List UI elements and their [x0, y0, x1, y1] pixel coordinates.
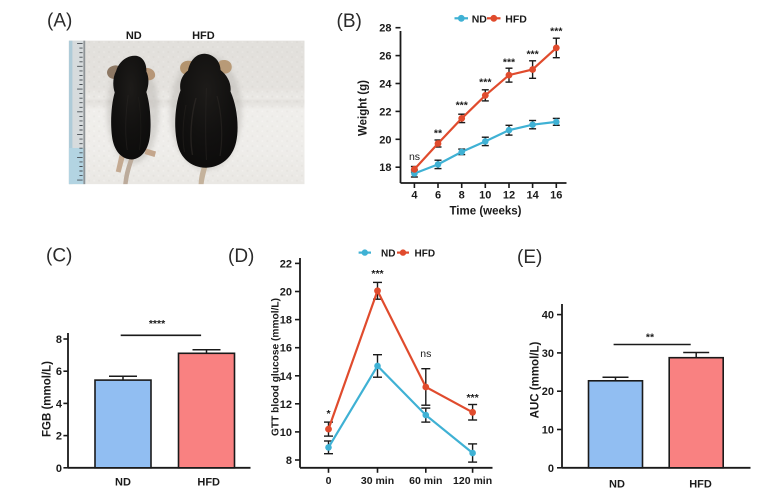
svg-text:26: 26 [379, 51, 391, 63]
svg-text:***: *** [371, 268, 384, 280]
svg-text:6: 6 [56, 366, 62, 378]
svg-text:GTT blood glucose (mmol/L): GTT blood glucose (mmol/L) [271, 298, 282, 436]
svg-text:30: 30 [542, 348, 554, 360]
svg-text:8: 8 [56, 334, 62, 346]
svg-text:**: ** [646, 332, 655, 344]
svg-text:ND: ND [472, 14, 488, 26]
svg-text:(B): (B) [337, 11, 362, 32]
svg-text:(E): (E) [517, 247, 542, 268]
svg-text:ND: ND [609, 479, 625, 491]
svg-text:6: 6 [435, 190, 441, 202]
svg-text:120 min: 120 min [453, 475, 492, 487]
svg-text:4: 4 [411, 190, 418, 202]
svg-text:***: *** [479, 77, 492, 89]
svg-text:0: 0 [548, 463, 554, 475]
svg-text:22: 22 [280, 258, 292, 270]
svg-text:***: *** [466, 392, 479, 404]
svg-text:(D): (D) [228, 246, 254, 267]
svg-text:ns: ns [409, 151, 420, 163]
svg-text:***: *** [456, 100, 469, 112]
svg-text:28: 28 [379, 23, 391, 35]
svg-text:18: 18 [379, 162, 391, 174]
svg-text:60 min: 60 min [409, 475, 442, 487]
svg-text:AUC (mmol/L): AUC (mmol/L) [530, 342, 542, 419]
svg-text:Weight (g): Weight (g) [358, 80, 370, 136]
svg-text:HFD: HFD [197, 477, 220, 489]
svg-text:16: 16 [280, 343, 292, 355]
svg-text:20: 20 [379, 134, 391, 146]
svg-text:(C): (C) [46, 246, 72, 267]
svg-text:10: 10 [542, 425, 554, 437]
svg-text:0: 0 [56, 463, 62, 475]
svg-text:22: 22 [379, 106, 391, 118]
svg-text:20: 20 [280, 287, 292, 299]
svg-text:ND: ND [381, 248, 395, 259]
svg-text:8: 8 [286, 455, 292, 467]
svg-text:18: 18 [280, 315, 292, 327]
svg-text:14: 14 [280, 371, 293, 383]
svg-text:*: * [326, 408, 331, 420]
svg-text:8: 8 [459, 190, 465, 202]
svg-text:10: 10 [280, 427, 292, 439]
svg-text:40: 40 [542, 310, 554, 322]
svg-text:24: 24 [379, 79, 392, 91]
svg-text:12: 12 [503, 190, 515, 202]
svg-text:2: 2 [56, 431, 62, 443]
svg-text:30 min: 30 min [361, 475, 394, 487]
svg-text:HFD: HFD [505, 14, 527, 26]
svg-text:ND: ND [115, 477, 131, 489]
svg-text:12: 12 [280, 399, 292, 411]
svg-text:**: ** [434, 128, 443, 140]
svg-text:***: *** [503, 57, 516, 69]
svg-text:(A): (A) [47, 11, 72, 32]
svg-text:ND: ND [126, 30, 142, 42]
svg-text:20: 20 [542, 386, 554, 398]
svg-text:HFD: HFD [415, 248, 436, 259]
svg-text:FGB (mmol/L): FGB (mmol/L) [42, 361, 54, 437]
svg-text:***: *** [526, 49, 539, 61]
svg-text:14: 14 [526, 190, 539, 202]
svg-text:****: **** [149, 318, 166, 330]
svg-text:ns: ns [420, 348, 431, 360]
svg-text:4: 4 [56, 398, 63, 410]
svg-text:16: 16 [550, 190, 562, 202]
svg-text:Time (weeks): Time (weeks) [449, 206, 521, 218]
svg-text:HFD: HFD [689, 479, 712, 491]
svg-text:HFD: HFD [192, 30, 215, 42]
svg-text:0: 0 [326, 475, 332, 487]
svg-text:10: 10 [479, 190, 491, 202]
svg-text:***: *** [550, 26, 563, 38]
